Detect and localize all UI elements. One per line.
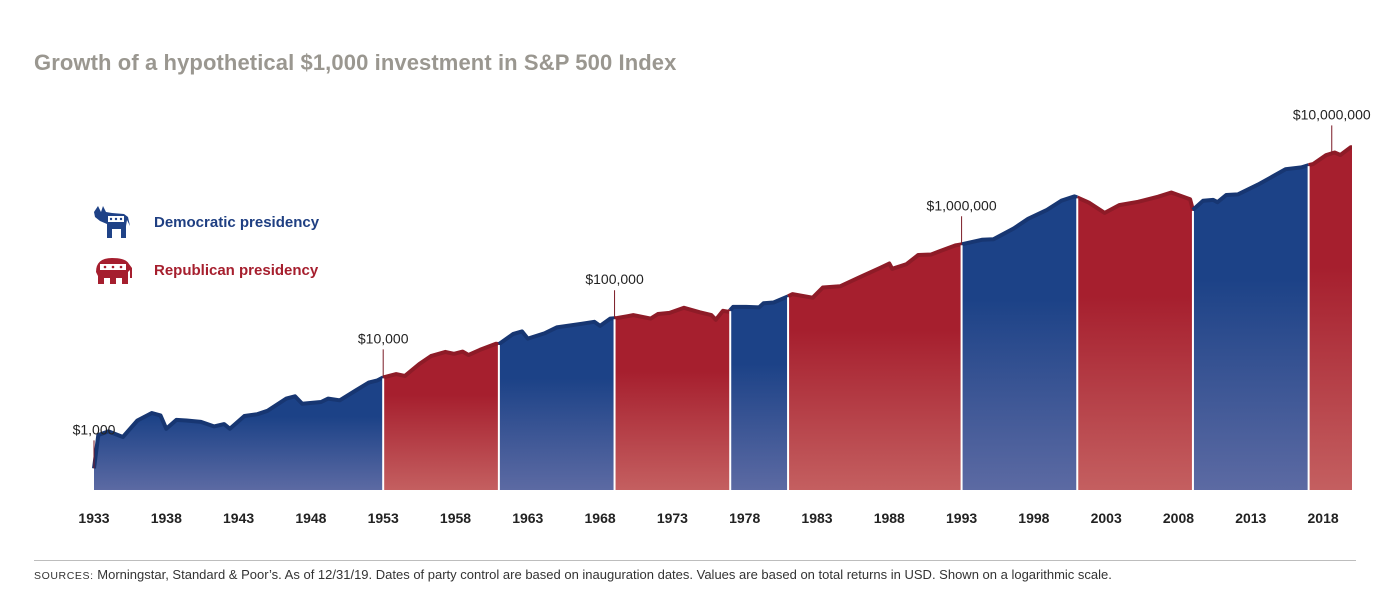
annotation-label: $10,000 — [358, 330, 409, 346]
annotation-label: $1,000 — [73, 421, 116, 437]
x-tick-label: 1958 — [440, 510, 471, 526]
presidency-line-2 — [497, 316, 615, 346]
x-tick-label: 2013 — [1235, 510, 1266, 526]
presidency-line-9 — [1308, 145, 1353, 168]
presidency-area-9 — [1308, 147, 1352, 491]
chart-title: Growth of a hypothetical $1,000 investme… — [34, 50, 677, 75]
annotation-label: $1,000,000 — [927, 197, 997, 213]
legend-item-republican: Republican presidency — [92, 246, 319, 294]
presidency-area-4 — [730, 296, 789, 490]
presidency-line-6 — [961, 194, 1078, 247]
x-tick-label: 1983 — [801, 510, 832, 526]
presidency-area-2 — [498, 318, 615, 490]
x-tick-label: 1933 — [78, 510, 109, 526]
presidency-line-4 — [728, 294, 789, 312]
x-tick-label: 1993 — [946, 510, 977, 526]
presidency-area-0 — [94, 377, 384, 490]
x-tick-label: 1978 — [729, 510, 760, 526]
annotation-label: $100,000 — [585, 271, 644, 287]
x-tick-label: 1998 — [1018, 510, 1049, 526]
x-tick-label: 2018 — [1308, 510, 1339, 526]
x-tick-label: 1938 — [151, 510, 182, 526]
legend-label-republican: Republican presidency — [154, 261, 319, 279]
legend-label-democratic: Democratic presidency — [154, 213, 320, 231]
presidency-line-3 — [614, 305, 732, 322]
source-note: SOURCES: Morningstar, Standard & Poor’s.… — [34, 567, 1112, 582]
presidency-area-8 — [1192, 165, 1309, 490]
x-tick-label: 2008 — [1163, 510, 1194, 526]
presidency-area-1 — [383, 343, 499, 490]
presidency-line-7 — [1076, 190, 1195, 215]
presidency-line-1 — [382, 341, 500, 380]
presidency-area-5 — [788, 244, 962, 490]
legend-item-democratic: Democratic presidency — [92, 198, 319, 246]
x-tick-label: 1963 — [512, 510, 543, 526]
x-tick-label: 1953 — [368, 510, 399, 526]
x-tick-label: 1973 — [657, 510, 688, 526]
elephant-icon — [96, 258, 132, 284]
legend: Democratic presidency Republican preside… — [92, 198, 319, 294]
presidency-area-6 — [961, 196, 1078, 490]
x-tick-label: 1968 — [585, 510, 616, 526]
x-tick-label: 1988 — [874, 510, 905, 526]
annotation-label: $10,000,000 — [1293, 106, 1371, 122]
presidency-area-7 — [1077, 192, 1193, 490]
source-tag: SOURCES: — [34, 570, 94, 582]
presidency-line-0 — [92, 375, 385, 469]
presidency-line-5 — [787, 242, 962, 300]
donkey-icon — [94, 206, 130, 238]
x-tick-label: 1948 — [295, 510, 326, 526]
presidency-area-3 — [614, 307, 731, 490]
divider — [34, 560, 1356, 561]
presidency-line-8 — [1191, 163, 1310, 212]
chart-area: 1933 1938 1943 1948 1953 1958 1963 1968 1973 1978… — [73, 106, 1371, 526]
x-tick-label: 2003 — [1091, 510, 1122, 526]
source-text: Morningstar, Standard & Poor’s. As of 12… — [97, 567, 1112, 582]
x-tick-label: 1943 — [223, 510, 254, 526]
